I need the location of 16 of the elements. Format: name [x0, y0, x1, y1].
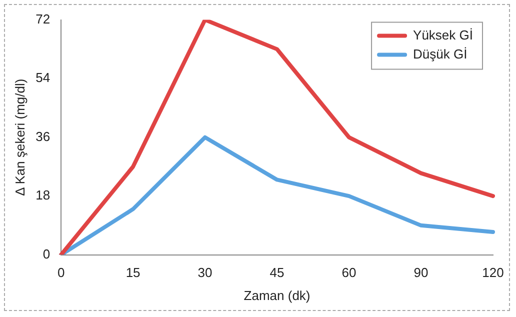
x-tick-label: 15	[126, 265, 140, 280]
y-axis-title: Δ Kan şekeri (mg/dl)	[12, 78, 28, 196]
legend-label: Düşük Gİ	[413, 46, 468, 62]
y-tick-label: 54	[36, 70, 50, 86]
legend-label: Yüksek Gİ	[413, 27, 473, 42]
x-tick-label: 60	[342, 265, 356, 280]
x-tick-label: 30	[198, 265, 212, 280]
y-tick-label: 0	[42, 246, 50, 262]
y-tick-label: 18	[36, 188, 50, 203]
x-tick-label: 0	[57, 265, 65, 280]
x-axis-title: Zaman (dk)	[244, 288, 310, 303]
y-tick-label: 36	[36, 128, 50, 144]
x-tick-label: 120	[482, 265, 504, 280]
y-tick-label: 72	[36, 11, 50, 26]
x-tick-label: 90	[414, 265, 428, 280]
x-tick-label: 45	[270, 265, 284, 280]
